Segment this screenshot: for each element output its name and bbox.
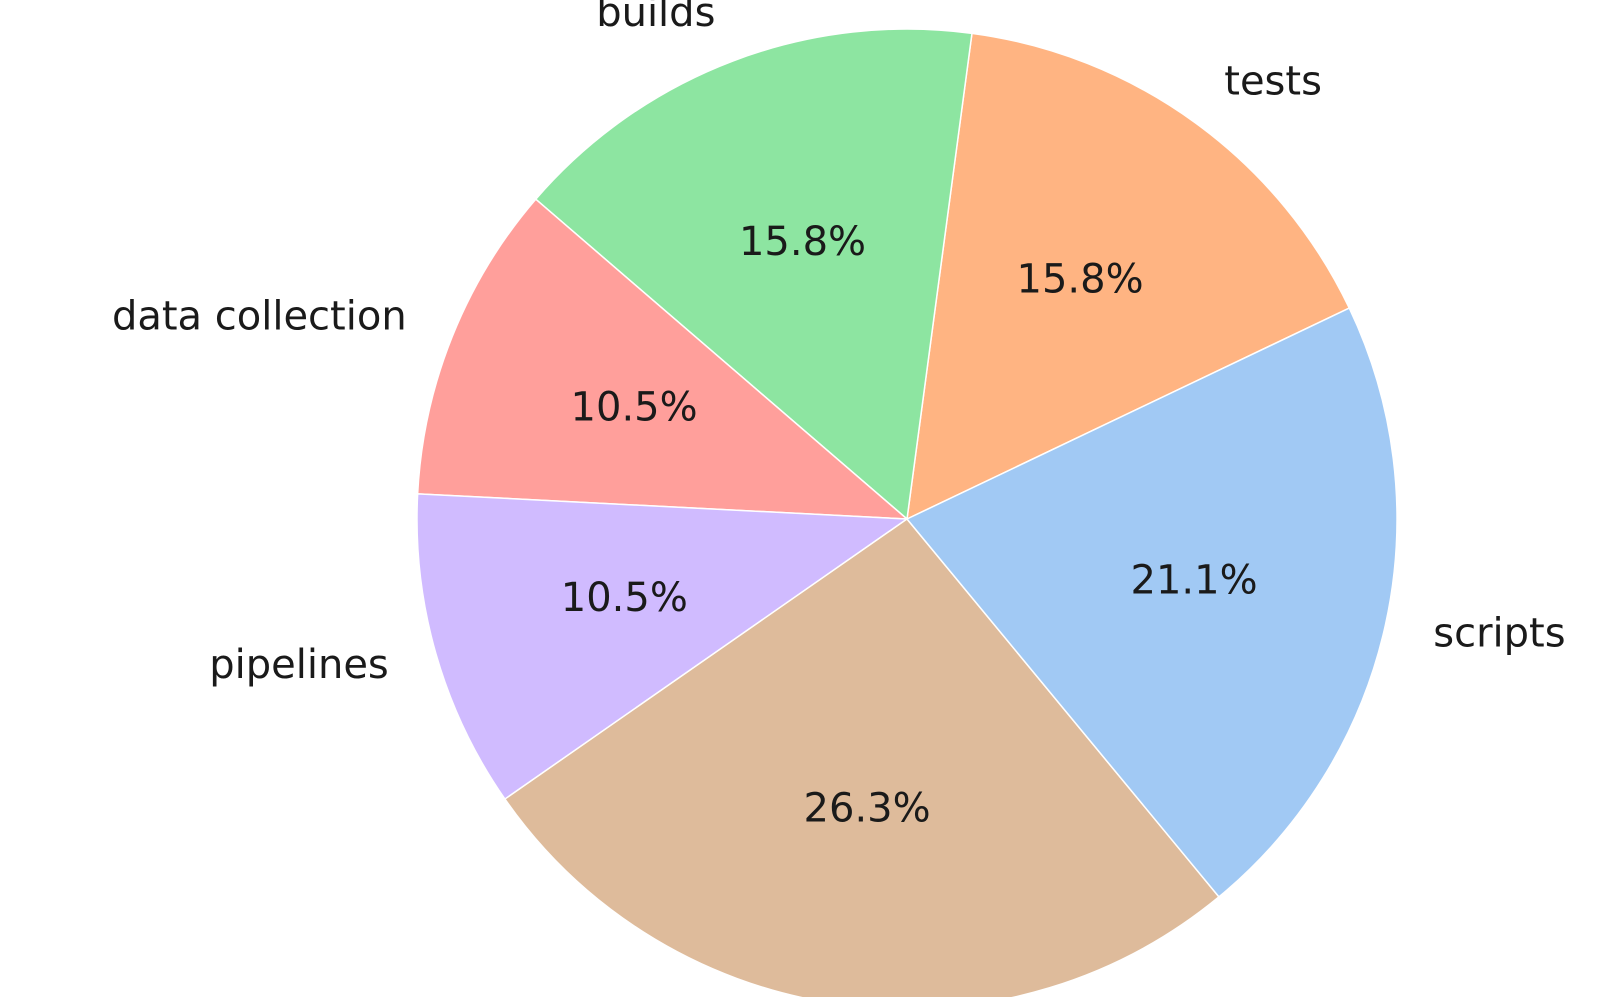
pie-slice (416, 198, 908, 520)
category-label: pipelines (209, 642, 389, 688)
pie-slice (906, 307, 1398, 898)
category-label: scripts (1433, 610, 1565, 656)
percent-label: 10.5% (571, 385, 698, 431)
pie-slice (906, 32, 1351, 520)
percent-label: 21.1% (1131, 558, 1258, 604)
percent-label: 15.8% (1017, 256, 1144, 302)
pie-slice (504, 518, 1220, 997)
percent-label: 26.3% (804, 785, 931, 831)
category-label: builds (596, 0, 715, 36)
category-label: data collection (112, 293, 407, 339)
pie-slice (416, 493, 908, 800)
pie-slice (534, 28, 973, 520)
percent-label: 15.8% (739, 219, 866, 265)
percent-label: 10.5% (561, 575, 688, 621)
category-label: tests (1224, 58, 1322, 104)
